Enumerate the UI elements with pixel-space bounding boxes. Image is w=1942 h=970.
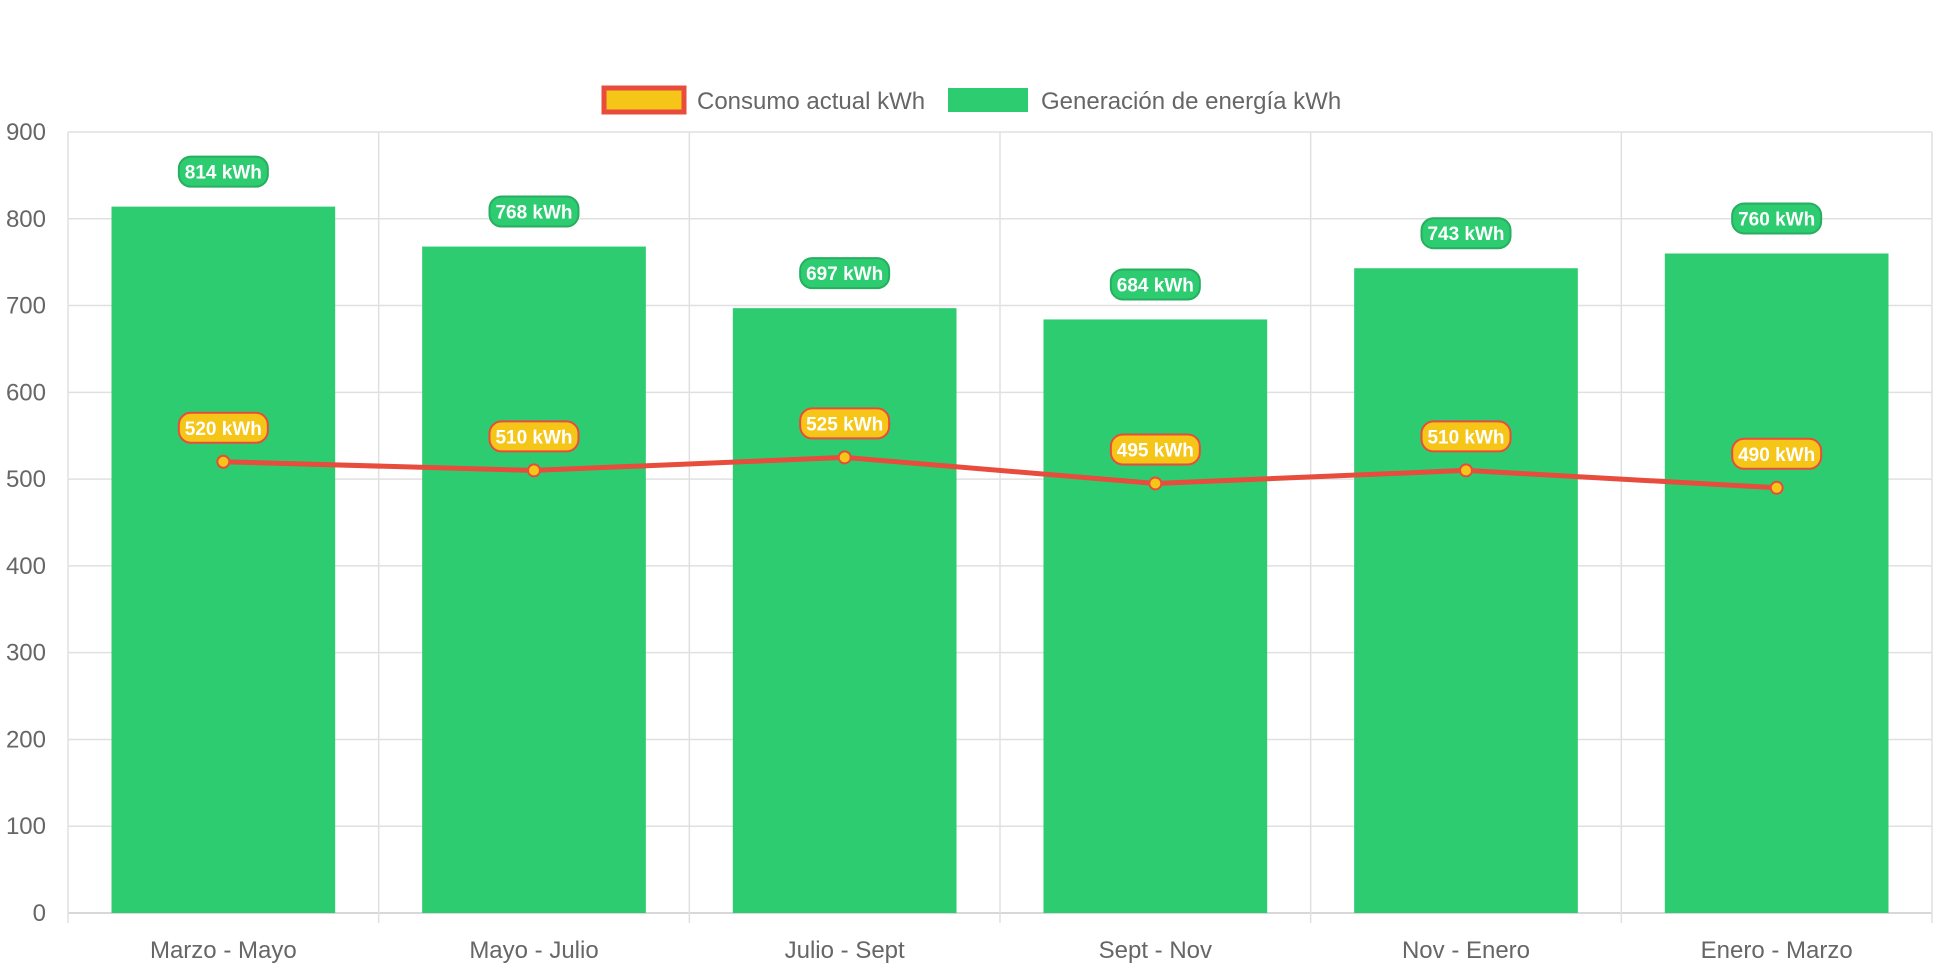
y-tick-label-4: 400: [6, 553, 46, 580]
line-value-label-2-text: 525 kWh: [806, 414, 883, 435]
bar-5[interactable]: [1664, 253, 1889, 913]
bar-value-label-4: 743 kWh: [1420, 217, 1512, 250]
y-tick-label-0: 0: [33, 900, 46, 927]
bar-4[interactable]: [1354, 268, 1578, 914]
line-point-5[interactable]: [1769, 480, 1784, 495]
bar-value-label-3-text: 684 kWh: [1117, 275, 1194, 296]
line-value-label-5: 490 kWh: [1731, 437, 1823, 470]
bar-value-label-2: 697 kWh: [799, 257, 891, 290]
bar-1[interactable]: [422, 246, 646, 914]
bar-value-label-5-text: 760 kWh: [1738, 209, 1815, 230]
x-tick-label-1: Mayo - Julio: [469, 937, 598, 964]
x-tick-label-5: Enero - Marzo: [1701, 937, 1853, 964]
line-point-1[interactable]: [527, 463, 541, 478]
legend-item-1[interactable]: Generación de energía kWh: [948, 88, 1341, 115]
grid: [67, 131, 1933, 923]
bar-value-label-0-text: 814 kWh: [185, 163, 262, 184]
line-value-label-4: 510 kWh: [1420, 420, 1512, 453]
bar-value-label-4-bg: [1420, 217, 1512, 250]
x-tick-label-3: Sept - Nov: [1099, 937, 1212, 964]
y-tick-label-8: 800: [6, 206, 46, 233]
x-tick-label-4: Nov - Enero: [1402, 937, 1530, 964]
legend-swatch-1: [948, 88, 1028, 112]
x-tick-label-2: Julio - Sept: [785, 937, 905, 964]
bar-value-label-1-bg: [488, 195, 580, 228]
bar-0[interactable]: [111, 206, 336, 913]
x-axis: Marzo - Mayo Mayo - Julio Julio - Sept Sept…: [150, 937, 1853, 964]
line-value-label-3-text: 495 kWh: [1117, 440, 1194, 461]
bar-value-label-0: 814 kWh: [177, 155, 269, 188]
line-value-label-1-text: 510 kWh: [495, 427, 572, 448]
line-value-label-3-bg: [1109, 433, 1201, 466]
bar-series: [111, 206, 1889, 914]
line-value-label-4-text: 510 kWh: [1427, 427, 1504, 448]
bar-2[interactable]: [732, 308, 957, 913]
data-labels: 814 kWh 768 kWh 697 kWh 684 kWh 743 kWh 760 k…: [177, 155, 1823, 470]
y-axis: 0 100 200 300 400 500 600 700 800 900: [6, 119, 46, 927]
line-point-2[interactable]: [837, 450, 852, 465]
line-point-0[interactable]: [216, 454, 231, 469]
bar-value-label-3: 684 kWh: [1109, 268, 1201, 301]
line-point-4[interactable]: [1459, 463, 1473, 478]
legend-item-0[interactable]: Consumo actual kWh: [601, 85, 925, 115]
legend: Consumo actual kWh Generación de energía …: [601, 85, 1341, 115]
line-value-label-3: 495 kWh: [1109, 433, 1201, 466]
y-tick-label-2: 200: [6, 726, 46, 753]
y-tick-label-5: 500: [6, 466, 46, 493]
y-tick-label-7: 700: [6, 293, 46, 320]
legend-label-1: Generación de energía kWh: [1041, 88, 1341, 115]
y-tick-label-9: 900: [6, 119, 46, 146]
line-value-label-1-bg: [488, 420, 580, 453]
bar-value-label-1-text: 768 kWh: [495, 203, 572, 224]
line-value-label-0-bg: [177, 411, 269, 444]
bar-value-label-5: 760 kWh: [1731, 202, 1823, 235]
legend-swatch-0: [601, 85, 687, 115]
legend-label-0: Consumo actual kWh: [697, 88, 925, 115]
bar-value-label-3-bg: [1109, 268, 1201, 301]
y-tick-label-6: 600: [6, 379, 46, 406]
line-value-label-4-bg: [1420, 420, 1512, 453]
bar-value-label-4-text: 743 kWh: [1427, 224, 1504, 245]
consumption-line: [223, 454, 1777, 491]
line-value-label-1: 510 kWh: [488, 420, 580, 453]
line-series: [216, 450, 1784, 495]
bar-value-label-2-text: 697 kWh: [806, 264, 883, 285]
bar-value-label-5-bg: [1731, 202, 1823, 235]
y-tick-label-1: 100: [6, 813, 46, 840]
line-value-label-0-text: 520 kWh: [185, 419, 262, 440]
bar-value-label-1: 768 kWh: [488, 195, 580, 228]
bar-value-label-0-bg: [177, 155, 269, 188]
x-tick-label-0: Marzo - Mayo: [150, 937, 297, 964]
line-value-label-5-text: 490 kWh: [1738, 445, 1815, 466]
bar-3[interactable]: [1043, 319, 1268, 913]
y-tick-label-3: 300: [6, 640, 46, 667]
line-value-label-5-bg: [1731, 437, 1823, 470]
line-point-3[interactable]: [1148, 476, 1163, 491]
line-value-label-2-bg: [799, 407, 891, 440]
line-value-label-2: 525 kWh: [799, 407, 891, 440]
bar-value-label-2-bg: [799, 257, 891, 290]
line-value-label-0: 520 kWh: [177, 411, 269, 444]
